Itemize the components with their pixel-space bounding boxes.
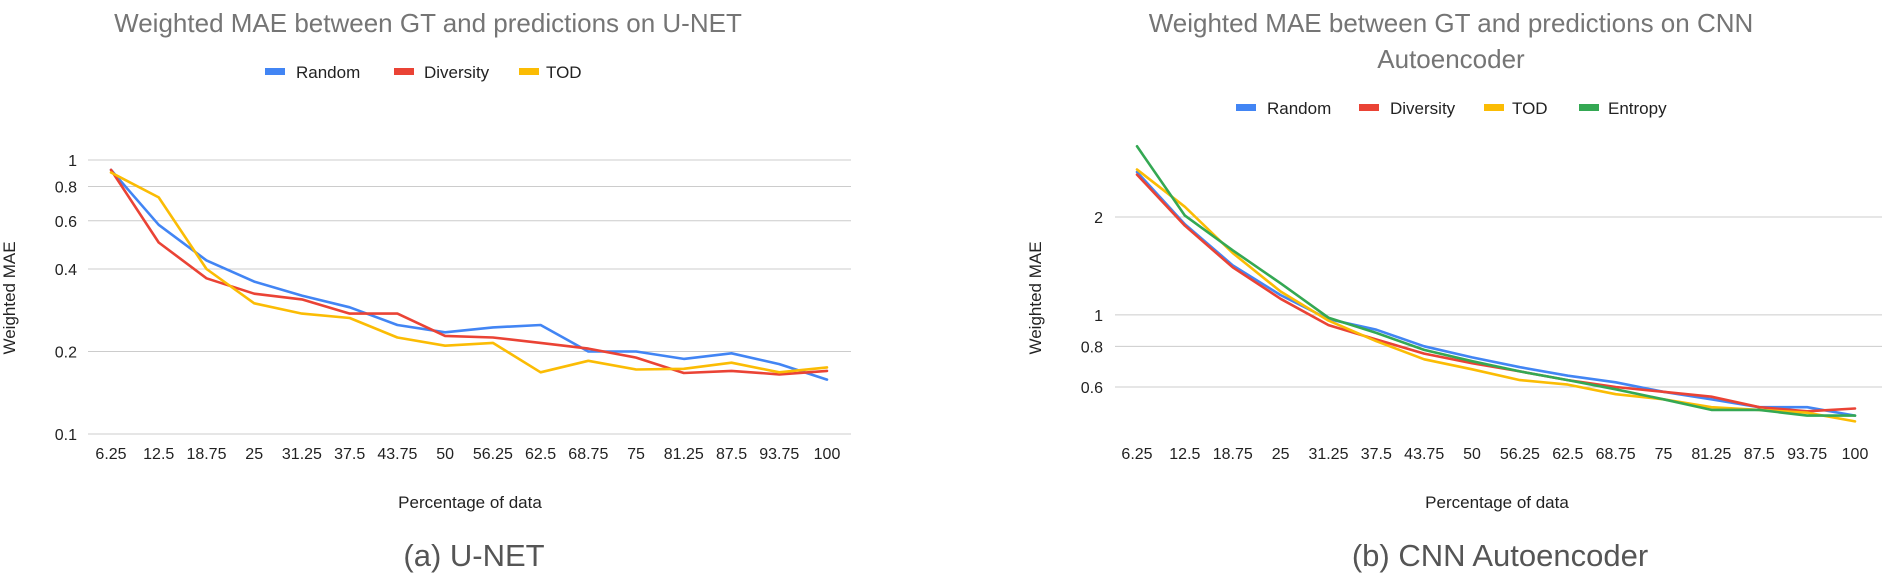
legend-random-swatch bbox=[265, 68, 285, 75]
legend-entropy-label: Entropy bbox=[1608, 99, 1667, 118]
x-tick-label: 31.25 bbox=[282, 446, 322, 463]
x-tick-label: 6.25 bbox=[1121, 446, 1152, 463]
chart-b-y-ticks: 0.6 0.8 1 2 bbox=[1081, 210, 1103, 397]
x-tick-label: 68.75 bbox=[568, 446, 608, 463]
chart-cnn-autoencoder: Weighted MAE between GT and predictions … bbox=[1026, 8, 1882, 573]
x-tick-label: 12.5 bbox=[1169, 446, 1200, 463]
legend-diversity-label: Diversity bbox=[1390, 99, 1456, 118]
x-tick-label: 100 bbox=[814, 446, 841, 463]
series-line-tod bbox=[109, 171, 829, 374]
x-tick-label: 50 bbox=[436, 446, 454, 463]
chart-a-title: Weighted MAE between GT and predictions … bbox=[114, 8, 742, 38]
chart-b-title-line-1: Weighted MAE between GT and predictions … bbox=[1149, 8, 1754, 38]
chart-b-x-axis-label: Percentage of data bbox=[1425, 493, 1569, 512]
legend-tod-label: TOD bbox=[1512, 99, 1548, 118]
legend-random-swatch bbox=[1236, 104, 1256, 111]
y-tick-label: 1 bbox=[1094, 308, 1103, 325]
x-tick-label: 50 bbox=[1463, 446, 1481, 463]
chart-b-gridlines bbox=[1115, 216, 1882, 388]
chart-b-title-line-2: Autoencoder bbox=[1377, 44, 1525, 74]
x-tick-label: 75 bbox=[627, 446, 645, 463]
x-tick-label: 37.5 bbox=[1361, 446, 1392, 463]
x-tick-label: 81.25 bbox=[1691, 446, 1731, 463]
chart-b-legend: Random Diversity TOD Entropy bbox=[1236, 99, 1667, 118]
x-tick-label: 43.75 bbox=[377, 446, 417, 463]
legend-random-label: Random bbox=[1267, 99, 1331, 118]
series-line-random bbox=[109, 168, 829, 381]
x-tick-label: 6.25 bbox=[95, 446, 126, 463]
y-tick-label: 0.6 bbox=[1081, 380, 1103, 397]
legend-tod-label: TOD bbox=[546, 63, 582, 82]
chart-a-caption: (a) U-NET bbox=[403, 538, 544, 573]
legend-random-label: Random bbox=[296, 63, 360, 82]
chart-a-x-ticks: 6.25 12.5 18.75 25 31.25 37.5 43.75 50 56.25 62.5… bbox=[95, 446, 840, 463]
series-line-entropy bbox=[1135, 145, 1857, 417]
x-tick-label: 68.75 bbox=[1596, 446, 1636, 463]
y-tick-label: 1 bbox=[68, 153, 77, 170]
x-tick-label: 56.25 bbox=[473, 446, 513, 463]
series-line-tod bbox=[1135, 168, 1857, 423]
x-tick-label: 87.5 bbox=[1744, 446, 1775, 463]
y-tick-label: 0.4 bbox=[55, 262, 77, 279]
x-tick-label: 12.5 bbox=[143, 446, 174, 463]
chart-a-legend: Random Diversity TOD bbox=[265, 63, 582, 82]
chart-a-series bbox=[109, 168, 829, 381]
x-tick-label: 37.5 bbox=[334, 446, 365, 463]
x-tick-label: 75 bbox=[1655, 446, 1673, 463]
x-tick-label: 93.75 bbox=[1787, 446, 1827, 463]
x-tick-label: 25 bbox=[1272, 446, 1290, 463]
x-tick-label: 87.5 bbox=[716, 446, 747, 463]
chart-a-x-axis-label: Percentage of data bbox=[398, 493, 542, 512]
y-tick-label: 0.8 bbox=[55, 180, 77, 197]
x-tick-label: 100 bbox=[1842, 446, 1869, 463]
y-tick-label: 0.6 bbox=[55, 214, 77, 231]
series-line-random bbox=[1135, 170, 1857, 417]
x-tick-label: 31.25 bbox=[1308, 446, 1348, 463]
legend-tod-swatch bbox=[519, 68, 539, 75]
legend-entropy-swatch bbox=[1579, 104, 1599, 111]
x-tick-label: 18.75 bbox=[1213, 446, 1253, 463]
legend-diversity-swatch bbox=[394, 68, 414, 75]
chart-a-gridlines bbox=[88, 159, 851, 435]
chart-a-y-axis-label: Weighted MAE bbox=[0, 241, 19, 354]
x-tick-label: 43.75 bbox=[1404, 446, 1444, 463]
chart-a-y-ticks: 0.1 0.2 0.4 0.6 0.8 1 bbox=[55, 153, 77, 444]
x-tick-label: 18.75 bbox=[186, 446, 226, 463]
y-tick-label: 2 bbox=[1094, 210, 1103, 227]
legend-tod-swatch bbox=[1484, 104, 1504, 111]
chart-b-series bbox=[1135, 145, 1857, 423]
y-tick-label: 0.1 bbox=[55, 427, 77, 444]
legend-diversity-swatch bbox=[1359, 104, 1379, 111]
y-tick-label: 0.8 bbox=[1081, 339, 1103, 356]
x-tick-label: 93.75 bbox=[759, 446, 799, 463]
x-tick-label: 62.5 bbox=[1552, 446, 1583, 463]
x-tick-label: 62.5 bbox=[525, 446, 556, 463]
chart-b-caption: (b) CNN Autoencoder bbox=[1352, 538, 1648, 573]
legend-diversity-label: Diversity bbox=[424, 63, 490, 82]
x-tick-label: 81.25 bbox=[664, 446, 704, 463]
x-tick-label: 56.25 bbox=[1500, 446, 1540, 463]
chart-unet: Weighted MAE between GT and predictions … bbox=[0, 8, 851, 573]
y-tick-label: 0.2 bbox=[55, 345, 77, 362]
x-tick-label: 25 bbox=[245, 446, 263, 463]
chart-b-x-ticks: 6.25 12.5 18.75 25 31.25 37.5 43.75 50 56.25 62.5… bbox=[1121, 446, 1868, 463]
chart-b-y-axis-label: Weighted MAE bbox=[1026, 241, 1045, 354]
